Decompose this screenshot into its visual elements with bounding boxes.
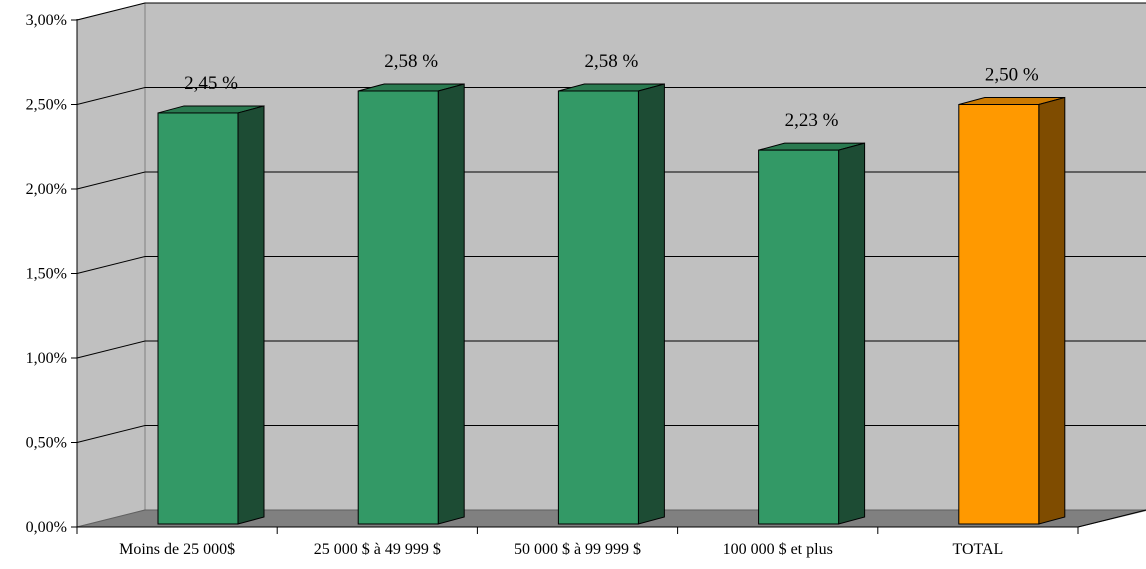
bar xyxy=(958,96,1066,525)
bars xyxy=(157,83,1066,525)
bar xyxy=(758,142,866,525)
x-tick-label: 100 000 $ et plus xyxy=(723,541,833,558)
gridline xyxy=(76,2,1146,21)
labels: 0,00% 0,50% 1,00% 1,50% 2,00% 2,50% 3,00% 2,45 … xyxy=(26,12,1039,558)
y-tick-label: 2,50% xyxy=(26,97,67,114)
y-tick-label: 0,50% xyxy=(26,435,67,452)
bar-front xyxy=(758,149,840,525)
bar xyxy=(557,83,665,525)
axes xyxy=(71,19,1146,534)
bar-side xyxy=(637,83,665,525)
bar-front xyxy=(157,112,239,525)
data-label: 2,45 % xyxy=(184,73,238,94)
data-label: 2,58 % xyxy=(384,51,438,72)
x-axis-depth xyxy=(1077,509,1146,528)
data-label: 2,58 % xyxy=(584,51,638,72)
gridline xyxy=(76,87,1146,105)
x-tick-label: Moins de 25 000$ xyxy=(119,541,235,558)
x-tick-label: 50 000 $ à 99 999 $ xyxy=(514,541,641,558)
bar xyxy=(157,105,265,525)
bar-side xyxy=(838,142,866,525)
bar-front xyxy=(357,90,439,525)
bar-side xyxy=(237,105,265,525)
bar-side xyxy=(1038,96,1066,525)
data-label: 2,23 % xyxy=(785,110,839,131)
bar-front xyxy=(958,104,1040,525)
bar-front xyxy=(557,90,639,525)
y-tick-label: 2,00% xyxy=(26,181,67,198)
bar-side xyxy=(437,83,465,525)
x-tick-label: 25 000 $ à 49 999 $ xyxy=(314,541,441,558)
data-label: 2,50 % xyxy=(985,65,1039,86)
bar xyxy=(357,83,465,525)
x-tick-label: TOTAL xyxy=(952,541,1003,558)
y-tick-label: 3,00% xyxy=(26,12,67,29)
y-tick-label: 0,00% xyxy=(26,519,67,536)
y-tick-label: 1,50% xyxy=(26,266,67,283)
y-tick-label: 1,00% xyxy=(26,350,67,367)
